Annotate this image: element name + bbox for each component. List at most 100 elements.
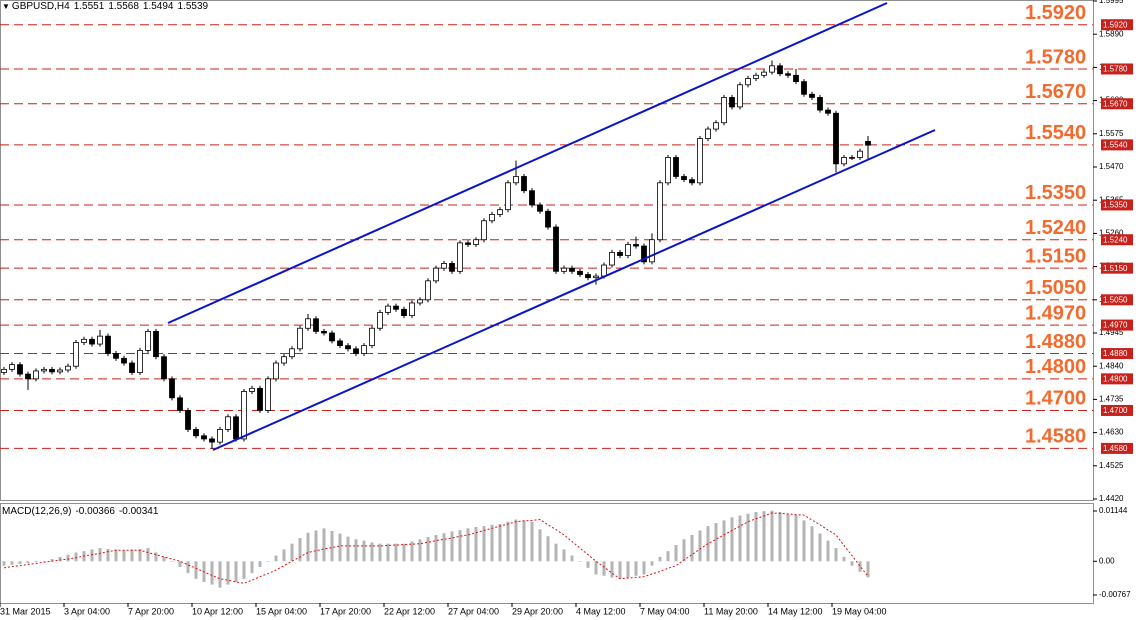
macd-histogram-bar xyxy=(530,521,534,562)
candle-body xyxy=(25,373,31,380)
macd-histogram-bar xyxy=(250,561,254,574)
candle-body xyxy=(185,410,191,430)
macd-histogram-bar xyxy=(474,527,478,562)
x-tick-label: 19 May 04:00 xyxy=(832,606,887,616)
candle-body xyxy=(649,239,655,263)
macd-histogram-bar xyxy=(258,561,262,567)
candle-body xyxy=(137,349,143,373)
macd-histogram-bar xyxy=(650,561,654,566)
candle-body xyxy=(745,78,751,86)
candle-body xyxy=(241,391,247,440)
candle-body xyxy=(577,270,583,275)
candle-body xyxy=(553,226,559,272)
candle-body xyxy=(465,242,471,245)
candle-body xyxy=(817,97,823,111)
candle-body xyxy=(129,362,135,373)
macd-histogram-bar xyxy=(722,520,726,562)
candle-body xyxy=(177,397,183,411)
level-label: 1.4970 xyxy=(1025,302,1086,324)
level-price-box-label: 1.4800 xyxy=(1103,374,1128,383)
macd-histogram-bar xyxy=(418,539,422,562)
y-tick-label: 1.5470 xyxy=(1099,162,1124,171)
macd-histogram-bar xyxy=(570,555,574,562)
macd-histogram-bar xyxy=(762,511,766,562)
candle-body xyxy=(49,368,55,373)
macd-histogram-bar xyxy=(770,510,774,562)
level-price-box xyxy=(1101,262,1133,274)
macd-histogram-bar xyxy=(2,561,6,566)
macd-histogram-bar xyxy=(714,523,718,562)
candle-body xyxy=(545,210,551,228)
level-price-box xyxy=(1101,19,1133,31)
level-price-box xyxy=(1101,442,1133,454)
x-tick-label: 11 May 20:00 xyxy=(704,606,758,616)
candle-body xyxy=(537,204,543,212)
macd-histogram-bar xyxy=(410,541,414,562)
candle-body xyxy=(521,176,527,192)
macd-signal-line xyxy=(3,512,869,584)
candle-body xyxy=(329,332,335,342)
macd-histogram-bar xyxy=(538,529,542,562)
channel-upper-line xyxy=(167,2,888,324)
candle-body xyxy=(377,312,383,329)
macd-histogram-bar xyxy=(810,526,814,562)
level-price-box xyxy=(1101,139,1133,151)
candle-body xyxy=(81,338,87,343)
macd-histogram-bar xyxy=(170,561,174,562)
macd-histogram-bar xyxy=(266,561,270,562)
macd-histogram-bar xyxy=(346,536,350,562)
candles-layer xyxy=(1,60,871,588)
level-label: 1.5350 xyxy=(1025,182,1086,204)
macd-histogram-bar xyxy=(386,543,390,562)
candle-body xyxy=(809,93,815,98)
macd-main-value: -0.00366 xyxy=(75,506,115,517)
candle-body xyxy=(1,368,7,373)
macd-histogram-bar xyxy=(114,549,118,562)
candle-body xyxy=(153,331,159,358)
macd-histogram-bar xyxy=(818,533,822,562)
macd-y-tick-label: -0.00767 xyxy=(1099,590,1131,599)
macd-histogram-bar xyxy=(178,561,182,567)
candle-body xyxy=(505,182,511,211)
macd-histogram-bar xyxy=(234,561,238,582)
macd-histogram-bar xyxy=(26,561,30,564)
macd-histogram-bar xyxy=(226,561,230,585)
macd-histogram-bar xyxy=(482,526,486,562)
level-label: 1.4800 xyxy=(1025,356,1086,378)
candle-body xyxy=(609,251,615,266)
candle-body xyxy=(313,318,319,332)
macd-histogram-bar xyxy=(138,548,142,562)
level-label: 1.5240 xyxy=(1025,217,1086,239)
candle-body xyxy=(201,435,207,440)
level-price-box-label: 1.5780 xyxy=(1103,65,1128,74)
macd-histogram-bar xyxy=(498,523,502,562)
macd-histogram-bar xyxy=(162,556,166,562)
y-tick-label: 1.4735 xyxy=(1099,395,1124,404)
candle-body xyxy=(657,182,663,241)
candle-body xyxy=(513,176,519,184)
macd-histogram-bar xyxy=(194,561,198,579)
macd-signal-value: -0.00341 xyxy=(118,506,159,517)
candle-body xyxy=(297,327,303,350)
candle-body xyxy=(481,220,487,241)
macd-histogram-bar xyxy=(850,561,854,566)
level-price-box xyxy=(1101,404,1133,416)
level-price-box-label: 1.4700 xyxy=(1103,406,1128,415)
symbol-header: ▼ GBPUSD,H4 1.5551 1.5568 1.5494 1.5539 xyxy=(2,1,212,12)
candle-body xyxy=(705,128,711,139)
candle-body xyxy=(457,242,463,272)
candle-body xyxy=(89,338,95,345)
candle-body xyxy=(785,73,791,76)
candle-body xyxy=(369,327,375,347)
y-tick-label: 1.5995 xyxy=(1099,0,1124,5)
candle-body xyxy=(321,331,327,334)
candle-body xyxy=(673,157,679,177)
level-label: 1.5780 xyxy=(1025,46,1086,68)
macd-histogram-bar xyxy=(42,561,46,562)
macd-histogram-bar xyxy=(698,530,702,562)
x-tick-label: 17 Apr 20:00 xyxy=(320,606,371,616)
macd-histogram-bar xyxy=(338,533,342,562)
y-tick-label: 1.5575 xyxy=(1099,129,1124,138)
